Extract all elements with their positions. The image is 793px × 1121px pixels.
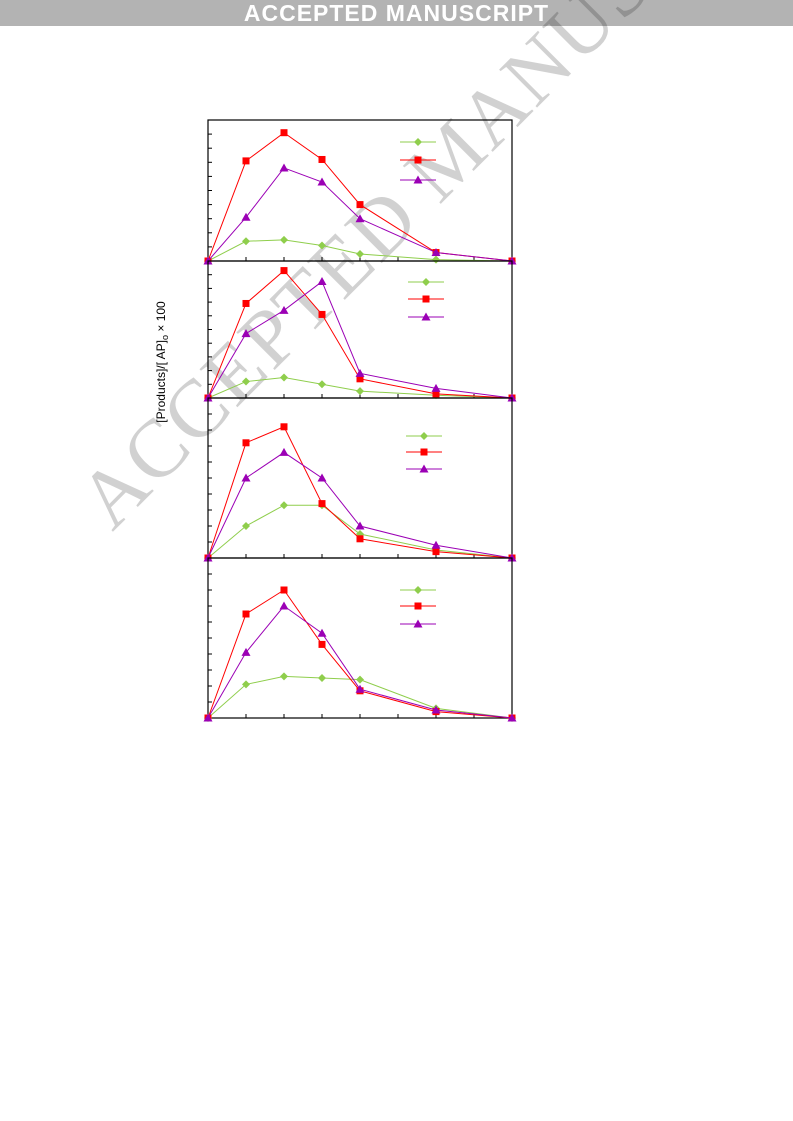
panel-3-square-point — [356, 535, 364, 543]
panel-1-diamond-point — [356, 249, 364, 258]
panel-1-legend-square-symbol — [414, 156, 422, 164]
panel-1-triangle-point — [241, 212, 251, 221]
panel-1-legend-diamond-symbol — [414, 138, 422, 146]
panel-4-series-triangle-line — [207, 605, 513, 719]
panel-4-legend-square-symbol — [414, 602, 422, 610]
panel-3-square-point — [432, 548, 440, 556]
panel-1-diamond-point — [432, 255, 440, 264]
panel-3-square-point — [242, 439, 250, 447]
panel-3-triangle-point — [317, 473, 327, 482]
panel-1-square-point — [318, 155, 326, 163]
panel-2-diamond-point — [318, 380, 326, 389]
panel-1-legend-triangle-symbol — [413, 175, 423, 184]
panel-2-square-point — [356, 375, 364, 383]
panel-3-diamond-point — [242, 522, 250, 530]
panel-4-diamond-point — [318, 674, 326, 682]
panel-4-triangle-point — [355, 684, 365, 693]
panel-4-diamond-point — [356, 675, 364, 684]
panel-2-triangle-point — [241, 329, 251, 338]
panel-2-legend-triangle-symbol — [421, 312, 431, 321]
panel-3-triangle-point — [355, 521, 365, 530]
accepted-manuscript-banner: ACCEPTED MANUSCRIPT — [0, 0, 793, 26]
panel-3-diamond-point — [280, 501, 288, 510]
panel-4-square-point — [280, 586, 288, 594]
panel-2-square-point — [242, 299, 250, 307]
panel-3-square-point — [280, 423, 288, 431]
panel-4-triangle-point — [507, 713, 517, 722]
panel-4-triangle-point — [241, 647, 251, 656]
panel-3-legend-diamond-symbol — [420, 432, 428, 440]
panel-4-square-point — [318, 640, 326, 648]
panel-3-triangle-point — [279, 447, 289, 456]
panel-2-diamond-point — [356, 387, 364, 396]
panel-3-legend-square-symbol — [420, 448, 428, 456]
panel-2-triangle-point — [355, 368, 365, 377]
panel-1-triangle-point — [317, 177, 327, 186]
panel-2-diamond-point — [280, 373, 288, 382]
panel-2-square-point — [432, 390, 440, 398]
panel-2-triangle-point — [431, 383, 441, 392]
panel-2-square-point — [318, 310, 326, 318]
panel-1-square-point — [280, 129, 288, 137]
panel-1-square-point — [356, 201, 364, 209]
panel-1-triangle-point — [279, 163, 289, 172]
panel-1-square-point — [242, 157, 250, 165]
panel-1-series-square-line — [207, 132, 513, 262]
panel-3-triangle-point — [431, 540, 441, 549]
panel-1-frame — [207, 119, 513, 262]
panel-2-legend-diamond-symbol — [422, 278, 430, 286]
panel-2-diamond-point — [242, 377, 250, 386]
panel-4-diamond-point — [242, 680, 250, 689]
panel-3-square-point — [318, 500, 326, 508]
panel-2-triangle-point — [317, 277, 327, 286]
panel-2-square-point — [280, 267, 288, 275]
panel-4-triangle-point — [317, 628, 327, 637]
panel-4-triangle-point — [203, 713, 213, 722]
panel-4-series-square-line — [207, 589, 513, 719]
panel-4-legend-diamond-symbol — [414, 586, 422, 594]
panel-1-diamond-point — [280, 235, 288, 244]
panel-3-triangle-point — [241, 473, 251, 482]
panel-3-legend-triangle-symbol — [419, 464, 429, 473]
panel-4-square-point — [242, 610, 250, 618]
panel-1-diamond-point — [318, 241, 326, 250]
panel-1-triangle-point — [431, 248, 441, 257]
panel-2-legend-square-symbol — [422, 295, 430, 303]
panel-1-triangle-point — [355, 214, 365, 223]
panel-1-diamond-point — [242, 237, 250, 246]
panel-4-diamond-point — [280, 672, 288, 681]
panel-4-legend-triangle-symbol — [413, 619, 423, 628]
panel-4-triangle-point — [431, 705, 441, 714]
panel-4-triangle-point — [279, 601, 289, 610]
panel-2-triangle-point — [279, 305, 289, 314]
